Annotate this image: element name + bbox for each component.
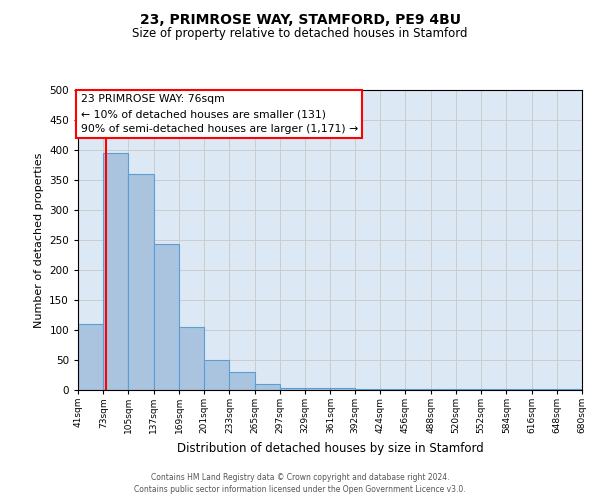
Bar [204,360,229,390]
Text: 23 PRIMROSE WAY: 76sqm
← 10% of detached houses are smaller (131)
90% of semi-de: 23 PRIMROSE WAY: 76sqm ← 10% of detached… [80,94,358,134]
Bar [305,388,331,390]
Text: Contains public sector information licensed under the Open Government Licence v3: Contains public sector information licen… [134,486,466,494]
Bar [331,388,355,390]
Bar [103,153,128,390]
Bar [229,372,254,390]
Text: Size of property relative to detached houses in Stamford: Size of property relative to detached ho… [132,28,468,40]
Bar [128,174,154,390]
Bar [78,324,103,390]
X-axis label: Distribution of detached houses by size in Stamford: Distribution of detached houses by size … [176,442,484,454]
Bar [179,327,204,390]
Bar [154,244,179,390]
Text: Contains HM Land Registry data © Crown copyright and database right 2024.: Contains HM Land Registry data © Crown c… [151,473,449,482]
Text: 23, PRIMROSE WAY, STAMFORD, PE9 4BU: 23, PRIMROSE WAY, STAMFORD, PE9 4BU [139,12,461,26]
Y-axis label: Number of detached properties: Number of detached properties [34,152,44,328]
Bar [254,384,280,390]
Bar [280,388,305,390]
